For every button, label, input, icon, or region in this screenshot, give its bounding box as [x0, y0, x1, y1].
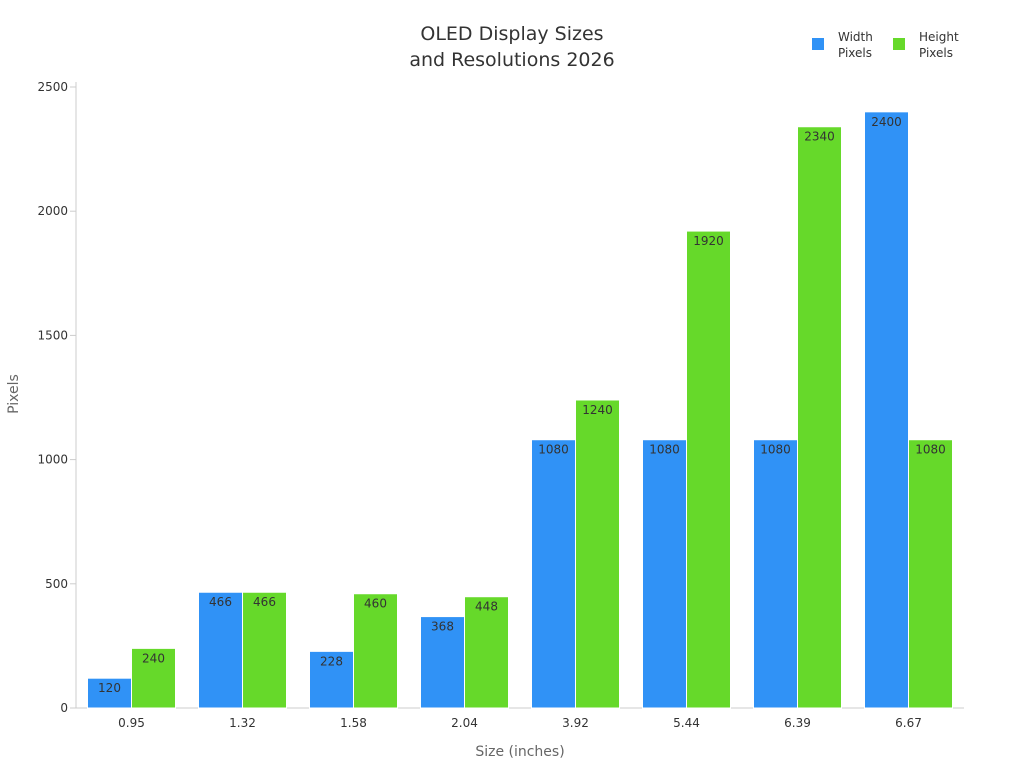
bar-value-label: 1920	[693, 234, 724, 248]
bars: 120 240 466 466 228 460 368 448 1080 1240 1080 1920…	[87, 111, 953, 709]
legend-label-height-line-1: Height	[919, 30, 959, 44]
bar-value-label: 466	[253, 595, 276, 609]
x-tick-label: 6.67	[895, 716, 922, 730]
x-axis-label: Size (inches)	[475, 744, 564, 760]
bar-value-label: 448	[475, 600, 498, 614]
bar-value-label: 368	[431, 620, 454, 634]
bar-value-label: 1080	[538, 443, 569, 457]
bar-height-6_67[interactable]	[908, 439, 953, 709]
chart-title-line-1: OLED Display Sizes	[420, 23, 603, 45]
x-tick-label: 3.92	[562, 716, 589, 730]
x-tick-label: 0.95	[118, 716, 145, 730]
legend-label-width-line-1: Width	[838, 30, 873, 44]
y-axis-ticks: 0 500 1000 1500 2000 2500	[37, 80, 76, 715]
bar-height-0_95[interactable]	[131, 647, 176, 709]
x-tick-label: 1.58	[340, 716, 367, 730]
bar-width-6_67[interactable]	[864, 111, 909, 709]
bar-value-label: 1080	[760, 443, 791, 457]
bar-value-label: 466	[209, 595, 232, 609]
bar-height-1_32[interactable]	[242, 591, 287, 709]
y-tick-label: 2500	[37, 80, 68, 94]
bar-height-6_39[interactable]	[797, 126, 842, 709]
legend-item-width[interactable]: Width Pixels	[812, 30, 873, 60]
bar-value-label: 1080	[915, 443, 946, 457]
bar-value-label: 240	[142, 651, 165, 665]
y-tick-label: 2000	[37, 204, 68, 218]
legend-label-height-line-2: Pixels	[919, 46, 953, 60]
bar-width-3_92[interactable]	[531, 439, 576, 709]
legend-swatch-width	[812, 38, 824, 50]
x-axis-ticks: 0.95 1.32 1.58 2.04 3.92 5.44 6.39 6.67	[118, 716, 922, 730]
bar-width-1_32[interactable]	[198, 591, 243, 709]
x-tick-label: 5.44	[673, 716, 700, 730]
bar-value-label: 2340	[804, 130, 835, 144]
legend-swatch-height	[893, 38, 905, 50]
bar-value-label: 228	[320, 654, 343, 668]
bar-height-5_44[interactable]	[686, 230, 731, 709]
y-tick-label: 500	[45, 577, 68, 591]
y-tick-label: 1500	[37, 328, 68, 342]
legend: Width Pixels Height Pixels	[812, 30, 959, 60]
bar-height-3_92[interactable]	[575, 399, 620, 709]
bar-value-label: 460	[364, 597, 387, 611]
bar-height-1_58[interactable]	[353, 593, 398, 709]
bar-value-label: 1080	[649, 443, 680, 457]
legend-item-height[interactable]: Height Pixels	[893, 30, 959, 60]
bar-width-6_39[interactable]	[753, 439, 798, 709]
x-tick-label: 2.04	[451, 716, 478, 730]
y-tick-label: 1000	[37, 453, 68, 467]
y-tick-label: 0	[60, 701, 68, 715]
bar-width-0_95[interactable]	[87, 677, 132, 709]
y-axis-label: Pixels	[6, 374, 22, 414]
bar-height-2_04[interactable]	[464, 596, 509, 709]
chart-title: OLED Display Sizes and Resolutions 2026	[409, 23, 614, 71]
bar-value-label: 120	[98, 681, 121, 695]
bar-value-label: 1240	[582, 403, 613, 417]
x-tick-label: 6.39	[784, 716, 811, 730]
chart-title-line-2: and Resolutions 2026	[409, 49, 614, 71]
bar-width-5_44[interactable]	[642, 439, 687, 709]
bar-value-label: 2400	[871, 115, 902, 129]
x-tick-label: 1.32	[229, 716, 256, 730]
legend-label-width-line-2: Pixels	[838, 46, 872, 60]
